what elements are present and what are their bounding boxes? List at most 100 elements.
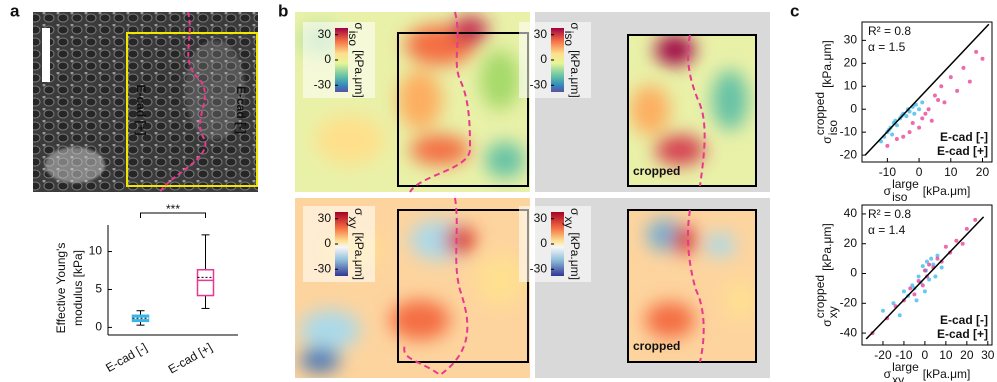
x-tick-label: -20 xyxy=(874,348,892,362)
unit: [kPa.μm] xyxy=(568,50,582,98)
scatter-point xyxy=(897,313,902,318)
crop-label: cropped xyxy=(633,339,680,353)
axis-label-inner: σxy [kPa.μm] xyxy=(562,208,582,280)
unit: [kPa.μm] xyxy=(352,50,366,98)
scatter-point xyxy=(922,289,927,294)
plot-frame xyxy=(861,21,993,163)
scatter-point xyxy=(935,256,940,261)
scatter-point xyxy=(916,274,921,279)
scatter-point xyxy=(913,102,918,107)
scatter-point xyxy=(890,132,895,137)
unit: [kPa.μm] xyxy=(923,184,971,198)
axis-label: σxy [kPa.μm] xyxy=(346,208,366,280)
panel-label: b xyxy=(278,1,288,20)
y-tick-label: -20 xyxy=(840,295,858,309)
image-label: E-cad [-] xyxy=(234,86,248,134)
subscript: xy xyxy=(346,216,360,228)
scatter-point xyxy=(920,283,925,288)
annotation: R² = 0.8 xyxy=(868,207,911,221)
image-label: E-cad [+] xyxy=(134,84,148,135)
legend-entry: E-cad [+] xyxy=(937,327,988,341)
subscript: xy xyxy=(892,373,904,382)
scatter-point xyxy=(914,298,919,303)
scatter-point xyxy=(931,262,936,267)
annotation: α = 1.5 xyxy=(868,40,906,54)
colorbar-tick-label: 30 xyxy=(318,27,332,41)
panel-label: a xyxy=(10,1,20,20)
y-tick-label: 40 xyxy=(844,206,858,220)
scatter-point xyxy=(973,217,978,222)
colorbar-tick-label: 0 xyxy=(324,52,331,66)
x-tick-label: E-cad [+] xyxy=(166,340,215,376)
scatter-point xyxy=(910,120,915,125)
scatter-point xyxy=(920,264,925,269)
symbol: σ xyxy=(884,367,892,381)
scatter-point xyxy=(891,301,896,306)
scatter-point xyxy=(961,65,966,70)
scatter-point xyxy=(939,265,944,270)
colorbar-tick-label: 30 xyxy=(534,211,548,225)
subscript: xy xyxy=(562,216,576,228)
scatter-point xyxy=(927,277,932,282)
scatter-point xyxy=(939,84,944,89)
scatter-point xyxy=(967,79,972,84)
scatter-point xyxy=(936,98,941,103)
scatter-point xyxy=(885,143,890,148)
colorbar xyxy=(335,28,348,92)
crop-label: cropped xyxy=(633,164,680,178)
box xyxy=(196,269,215,297)
scatter-point xyxy=(910,283,915,288)
symbol: σ xyxy=(884,184,892,198)
scatter-point xyxy=(923,111,928,116)
scatter-point xyxy=(912,292,917,297)
scatter-point xyxy=(964,226,969,231)
scatter-point xyxy=(933,274,938,279)
x-tick-label: 20 xyxy=(960,348,974,362)
crop-frames xyxy=(397,32,757,363)
superscript: cropped xyxy=(813,92,827,135)
scatter-point xyxy=(894,137,899,142)
y-tick-label: 20 xyxy=(844,236,858,250)
colorbar xyxy=(335,212,348,276)
unit: [kPa.μm] xyxy=(820,40,834,88)
y-tick-label: 0 xyxy=(850,266,857,280)
y-tick-label: 20 xyxy=(844,55,858,69)
unit: [kPa.μm] xyxy=(352,232,366,280)
scatter-point xyxy=(948,75,953,80)
scatter-point xyxy=(954,238,959,243)
plot-frame xyxy=(861,204,993,346)
symbol: σ xyxy=(352,208,366,216)
scatter-point xyxy=(929,118,934,123)
symbol: σ xyxy=(820,136,834,144)
subscript: iso xyxy=(892,190,908,204)
scatter-point xyxy=(908,286,913,291)
x-tick-label: 0 xyxy=(922,348,929,362)
scatter-point xyxy=(929,256,934,261)
scatter-point xyxy=(894,123,899,128)
colorbar-tick-label: 0 xyxy=(540,236,547,250)
scatter-point xyxy=(920,100,925,105)
scatter-point xyxy=(935,253,940,258)
scatter-point xyxy=(927,262,932,267)
scatter-point xyxy=(907,130,912,135)
scatter-point xyxy=(907,109,912,114)
annotation: R² = 0.8 xyxy=(868,24,911,38)
x-tick-label: 0 xyxy=(916,165,923,179)
subscript: iso xyxy=(346,31,360,47)
subscript: iso xyxy=(826,120,840,136)
fit-line xyxy=(864,23,990,156)
x-tick-label: E-cad [-] xyxy=(103,340,149,375)
superscript: large xyxy=(892,360,919,374)
x-tick-label: 10 xyxy=(944,165,958,179)
y-tick-label: 30 xyxy=(844,33,858,47)
colorbar-tick-label: -30 xyxy=(314,77,332,91)
